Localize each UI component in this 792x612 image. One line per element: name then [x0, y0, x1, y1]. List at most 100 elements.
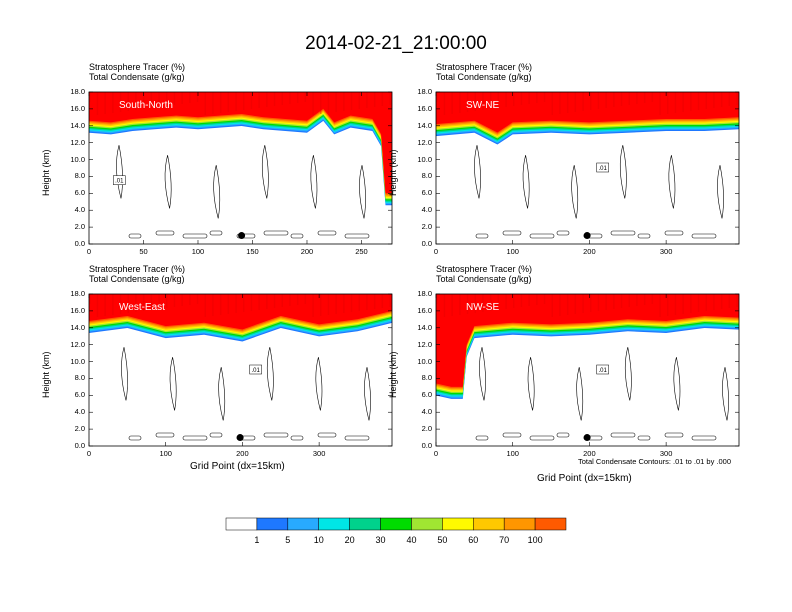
location-marker [236, 434, 244, 442]
colorbar-box [380, 517, 412, 531]
y-tick-label: 6.0 [421, 188, 432, 198]
y-tick-label: 14.0 [417, 120, 432, 130]
colorbar-box [442, 517, 474, 531]
y-tick-label: 2.0 [421, 424, 432, 434]
panel-header-tracer: Stratosphere Tracer (%) [436, 264, 533, 274]
cross-section-sw-ne: .01 SW-NE [435, 91, 740, 245]
tracer-band-11 [89, 92, 392, 194]
x-tick-label: 200 [236, 449, 249, 458]
y-tick-label: 18.0 [417, 289, 432, 298]
y-axis-label: Height (km) [388, 149, 398, 196]
x-tick-label: 150 [246, 247, 259, 256]
condensate-contours [475, 347, 729, 441]
y-tick-label: 2.0 [74, 222, 85, 232]
y-tick-label: 14.0 [70, 322, 85, 332]
x-tick-label: 200 [300, 247, 314, 256]
y-tick-label: 10.0 [70, 356, 85, 366]
location-marker [583, 232, 591, 240]
panel-header-tracer: Stratosphere Tracer (%) [89, 62, 186, 72]
cross-section-west-east: .01 West-East [88, 293, 393, 447]
colorbar-box [473, 517, 505, 531]
y-tick-label: 2.0 [74, 424, 85, 434]
contour-label: .01 [251, 368, 260, 374]
y-tick-label: 8.0 [74, 171, 85, 181]
y-tick-label: 8.0 [421, 373, 432, 383]
y-tick-label: 0.0 [74, 441, 85, 450]
colorbar-box [534, 517, 567, 531]
x-tick-label: 100 [159, 449, 172, 458]
colorbar-box [225, 517, 258, 531]
x-tick-label: 0 [433, 449, 439, 458]
colorbar-label: 1 [254, 535, 260, 545]
y-tick-label: 12.0 [70, 137, 85, 147]
x-tick-label: 100 [506, 247, 519, 256]
y-tick-label: 12.0 [417, 137, 432, 147]
x-axis-label-west-east: Grid Point (dx=15km) [190, 461, 285, 472]
tracer-band-10 [89, 92, 392, 195]
y-tick-label: 2.0 [421, 222, 432, 232]
x-tick-label: 0 [86, 449, 92, 458]
colorbar-label: 20 [344, 535, 355, 545]
y-tick-label: 16.0 [70, 103, 85, 113]
colorbar-box [411, 517, 443, 531]
x-tick-label: 0 [433, 247, 439, 256]
y-tick-label: 18.0 [417, 87, 432, 96]
x-tick-label: 300 [312, 449, 326, 458]
y-tick-label: 4.0 [74, 205, 85, 215]
panel-header-condensate: Total Condensate (g/kg) [436, 72, 532, 82]
y-tick-label: 14.0 [417, 322, 432, 332]
tracer-band-11 [436, 294, 739, 387]
y-tick-label: 8.0 [421, 171, 432, 181]
y-tick-label: 4.0 [74, 407, 85, 417]
panel-label-sw-ne: SW-NE [466, 100, 499, 111]
x-tick-label: 300 [659, 449, 673, 458]
colorbar-label: 60 [468, 535, 479, 545]
y-tick-label: 6.0 [74, 390, 85, 400]
contour-label: .01 [598, 368, 607, 374]
colorbar-label: 100 [527, 535, 543, 545]
condensate-contours [116, 145, 370, 239]
x-tick-label: 200 [583, 449, 596, 458]
y-axis-label: Height (km) [41, 149, 51, 196]
chart-title: 2014-02-21_21:00:00 [305, 33, 487, 54]
contour-note: Total Condensate Contours: .01 to .01 by… [578, 457, 732, 466]
panel-label-nw-se: NW-SE [466, 302, 499, 313]
panel-label-west-east: West-East [119, 302, 165, 313]
cross-section-nw-se: .01 NW-SE [435, 293, 740, 447]
panel-header-condensate: Total Condensate (g/kg) [89, 274, 185, 284]
condensate-contours [121, 347, 371, 441]
y-tick-label: 18.0 [70, 289, 85, 298]
tracer-band-11 [89, 294, 392, 330]
x-axis-label-nw-se: Grid Point (dx=15km) [537, 473, 632, 484]
y-tick-label: 12.0 [70, 339, 85, 349]
colorbar-box [287, 517, 319, 531]
y-tick-label: 6.0 [74, 188, 85, 198]
y-tick-label: 18.0 [70, 87, 85, 96]
colorbar-label: 70 [499, 535, 510, 545]
contour-label: .01 [115, 179, 124, 185]
x-tick-label: 250 [355, 247, 368, 256]
y-tick-label: 4.0 [421, 205, 432, 215]
colorbar-label: 50 [437, 535, 448, 545]
y-axis-label: Height (km) [388, 351, 398, 398]
y-tick-label: 0.0 [421, 239, 432, 248]
y-tick-label: 10.0 [70, 154, 85, 164]
panel-header-tracer: Stratosphere Tracer (%) [436, 62, 533, 72]
colorbar-label: 40 [406, 535, 417, 545]
colorbar-label: 10 [313, 535, 324, 545]
panel-header-condensate: Total Condensate (g/kg) [436, 274, 532, 284]
colorbar-label: 30 [375, 535, 386, 545]
colorbar-box [349, 517, 381, 531]
x-tick-label: 0 [86, 247, 92, 256]
tracer-band-11 [436, 92, 739, 133]
x-tick-label: 200 [583, 247, 596, 256]
y-tick-label: 10.0 [417, 154, 432, 164]
colorbar-box [318, 517, 350, 531]
colorbar [225, 517, 567, 531]
location-marker [583, 434, 591, 442]
tracer-band-9 [89, 92, 392, 196]
y-tick-label: 16.0 [417, 305, 432, 315]
y-axis-label: Height (km) [41, 351, 51, 398]
y-tick-label: 14.0 [70, 120, 85, 130]
colorbar-label: 5 [285, 535, 291, 545]
